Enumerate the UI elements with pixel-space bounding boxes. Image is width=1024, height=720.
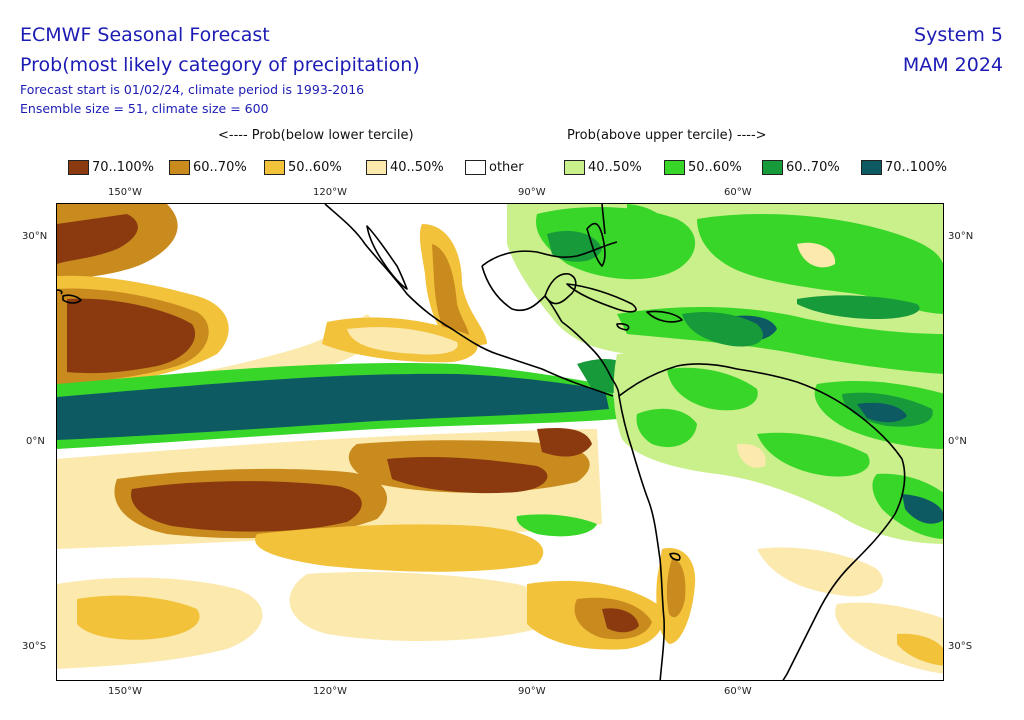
page-subtitle: Prob(most likely category of precipitati… — [20, 54, 420, 76]
legend-item: 70..100% — [68, 158, 154, 176]
lon-tick-bottom: 120°W — [313, 686, 347, 697]
lat-tick-left: 30°S — [22, 641, 47, 652]
forecast-info: Forecast start is 01/02/24, climate peri… — [20, 82, 365, 97]
legend-swatch — [465, 159, 486, 175]
lat-tick-right: 30°N — [948, 231, 974, 242]
field-north-pacific-dry — [57, 204, 387, 394]
field-itcz-wet — [57, 359, 637, 449]
lat-tick-right: 30°S — [948, 641, 973, 652]
lon-tick-bottom: 60°W — [724, 686, 752, 697]
season-label: MAM 2024 — [902, 54, 1003, 76]
legend-label: 50..60% — [288, 159, 342, 175]
page-title: ECMWF Seasonal Forecast — [20, 24, 270, 46]
legend-swatch — [366, 159, 387, 175]
lon-tick-top: 120°W — [313, 187, 347, 198]
lon-tick-top: 90°W — [518, 187, 546, 198]
field-south-pacific-dry — [57, 427, 696, 669]
lon-tick-top: 150°W — [108, 187, 142, 198]
legend-swatch — [664, 159, 685, 175]
legend-swatch — [762, 159, 783, 175]
legend-label: 50..60% — [688, 159, 742, 175]
forecast-map — [56, 203, 944, 681]
legend-label: 70..100% — [885, 159, 947, 175]
legend-swatch — [264, 159, 285, 175]
field-south-atlantic-dry — [737, 242, 943, 674]
legend-above-header: Prob(above upper tercile) ----> — [567, 128, 767, 143]
coastlines — [57, 204, 906, 680]
field-south-america-wet — [516, 353, 943, 544]
legend-label: 70..100% — [92, 159, 154, 175]
legend-label: 40..50% — [588, 159, 642, 175]
legend-swatch — [169, 159, 190, 175]
legend-item: 50..60% — [264, 158, 342, 176]
forecast-map-graphic — [57, 204, 943, 680]
legend-item: 60..70% — [169, 158, 247, 176]
legend-label: 60..70% — [193, 159, 247, 175]
legend-item: 60..70% — [762, 158, 840, 176]
legend-swatch — [68, 159, 89, 175]
legend-label: 40..50% — [390, 159, 444, 175]
lat-tick-left: 30°N — [22, 231, 48, 242]
lon-tick-bottom: 90°W — [518, 686, 546, 697]
lat-tick-right: 0°N — [948, 436, 967, 447]
legend-item: 40..50% — [366, 158, 444, 176]
lon-tick-top: 60°W — [724, 187, 752, 198]
legend-item: 70..100% — [861, 158, 947, 176]
field-mexico-dry — [322, 224, 487, 363]
legend-item: other — [465, 158, 524, 176]
lon-tick-bottom: 150°W — [108, 686, 142, 697]
legend-swatch — [564, 159, 585, 175]
legend-below-header: <---- Prob(below lower tercile) — [218, 128, 414, 143]
legend-label: 60..70% — [786, 159, 840, 175]
legend-item: 50..60% — [664, 158, 742, 176]
legend-swatch — [861, 159, 882, 175]
ensemble-info: Ensemble size = 51, climate size = 600 — [20, 101, 269, 116]
legend-label: other — [489, 159, 524, 175]
legend-item: 40..50% — [564, 158, 642, 176]
lat-tick-left: 0°N — [26, 436, 45, 447]
system-label: System 5 — [914, 24, 1003, 46]
